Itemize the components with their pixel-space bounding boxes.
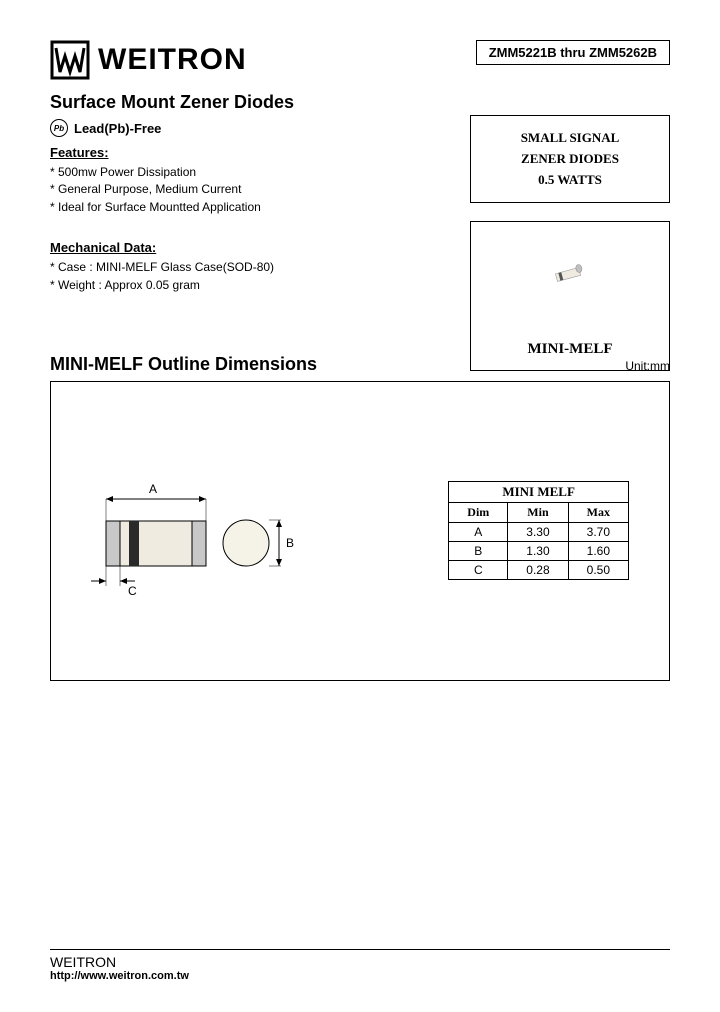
footer: WEITRON http://www.weitron.com.tw	[50, 949, 670, 982]
part-number-box: ZMM5221B thru ZMM5262B	[476, 40, 670, 65]
table-row: C 0.28 0.50	[449, 561, 629, 580]
header: WEITRON ZMM5221B thru ZMM5262B	[50, 40, 670, 80]
pbfree-icon: Pb	[50, 119, 68, 137]
logo-block: WEITRON	[50, 40, 247, 80]
table-header: Min	[508, 503, 568, 523]
dim-label-a: A	[149, 482, 157, 496]
dim-label-c: C	[128, 584, 137, 598]
dimensions-table: MINI MELF Dim Min Max A 3.30 3.70 B 1.30…	[448, 481, 629, 580]
package-label: MINI-MELF	[528, 341, 613, 358]
signal-box: SMALL SIGNAL ZENER DIODES 0.5 WATTS	[470, 115, 670, 203]
pbfree-text: Lead(Pb)-Free	[74, 121, 161, 136]
table-header: Dim	[449, 503, 508, 523]
table-header: Max	[568, 503, 628, 523]
weitron-logo-icon	[50, 40, 90, 80]
signal-line2: ZENER DIODES	[483, 149, 657, 170]
table-row: A 3.30 3.70	[449, 523, 629, 542]
table-row: B 1.30 1.60	[449, 542, 629, 561]
footer-brand: WEITRON	[50, 954, 670, 970]
dimensions-title: MINI-MELF Outline Dimensions	[50, 354, 317, 375]
package-box: MINI-MELF	[470, 221, 670, 371]
right-info-boxes: SMALL SIGNAL ZENER DIODES 0.5 WATTS MINI…	[470, 115, 670, 371]
outline-drawing: A B	[81, 471, 301, 591]
signal-line1: SMALL SIGNAL	[483, 128, 657, 149]
package-icon	[550, 264, 590, 284]
page-title: Surface Mount Zener Diodes	[50, 92, 670, 113]
signal-line3: 0.5 WATTS	[483, 170, 657, 191]
dim-label-b: B	[286, 536, 294, 550]
dimensions-box: A B	[50, 381, 670, 681]
footer-url: http://www.weitron.com.tw	[50, 970, 670, 982]
brand-name: WEITRON	[98, 43, 247, 77]
table-title: MINI MELF	[449, 482, 629, 503]
